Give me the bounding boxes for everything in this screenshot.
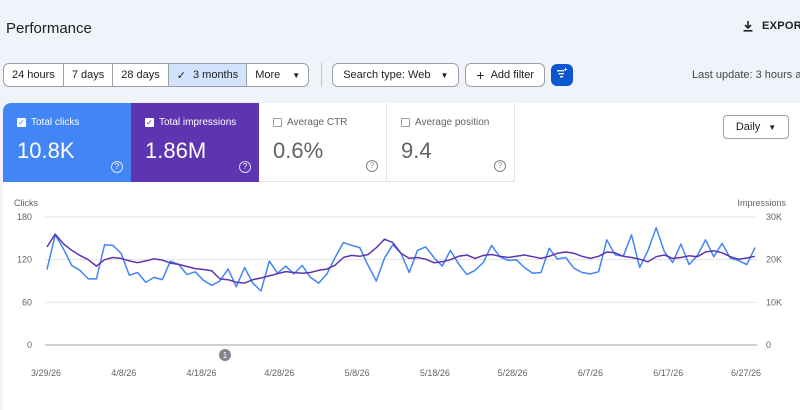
range-label: 28 days bbox=[121, 69, 160, 81]
last-update-text: Last update: 3 hours ago bbox=[692, 69, 800, 81]
add-filter-button[interactable]: + Add filter bbox=[465, 63, 545, 87]
metric-label: Total clicks bbox=[31, 117, 80, 128]
checkbox-unchecked-icon bbox=[401, 118, 410, 127]
check-icon: ✓ bbox=[176, 69, 186, 82]
x-tick-label: 5/28/26 bbox=[498, 368, 528, 378]
performance-card: ✓ Total clicks 10.8K ? ✓ Total impressions… bbox=[3, 103, 800, 410]
export-button[interactable]: EXPORT bbox=[742, 20, 800, 32]
x-tick-label: 4/18/26 bbox=[187, 368, 217, 378]
help-icon[interactable]: ? bbox=[111, 161, 123, 173]
filter-bar: 24 hours 7 days 28 days ✓ 3 months More … bbox=[3, 63, 573, 87]
x-tick-label: 3/29/26 bbox=[31, 368, 61, 378]
caret-down-icon: ▼ bbox=[768, 122, 777, 132]
granularity-label: Daily bbox=[735, 121, 761, 133]
left-tick-label: 60 bbox=[22, 297, 32, 307]
caret-down-icon: ▼ bbox=[292, 70, 301, 80]
range-label: 7 days bbox=[71, 69, 105, 81]
right-tick-label: 30K bbox=[766, 212, 782, 222]
impressions-series-line bbox=[46, 233, 756, 284]
help-icon[interactable]: ? bbox=[239, 161, 251, 173]
checkbox-unchecked-icon bbox=[273, 118, 282, 127]
search-type-label: Search type: Web bbox=[343, 69, 431, 81]
annotation-label: 1 bbox=[223, 351, 228, 360]
range-label: 24 hours bbox=[12, 69, 55, 81]
date-range-selector: 24 hours 7 days 28 days ✓ 3 months More … bbox=[3, 63, 310, 87]
performance-chart[interactable]: Clicks Impressions 0 0 60 10K 120 20K 180 30K 3/29… bbox=[3, 103, 800, 410]
left-tick-label: 180 bbox=[17, 212, 32, 222]
left-tick-label: 0 bbox=[27, 340, 32, 350]
metric-value: 9.4 bbox=[401, 138, 432, 163]
metric-value: 0.6% bbox=[273, 138, 324, 163]
help-icon[interactable]: ? bbox=[366, 160, 378, 172]
download-icon bbox=[742, 20, 754, 32]
metric-label: Average position bbox=[415, 117, 490, 128]
export-label: EXPORT bbox=[762, 20, 800, 32]
x-tick-label: 5/8/26 bbox=[345, 368, 370, 378]
metric-value: 10.8K bbox=[17, 138, 75, 163]
x-tick-label: 4/28/26 bbox=[264, 368, 294, 378]
help-icon[interactable]: ? bbox=[494, 160, 506, 172]
range-28-days[interactable]: 28 days bbox=[113, 64, 169, 86]
metric-value: 1.86M bbox=[145, 138, 207, 163]
metric-average-ctr[interactable]: Average CTR 0.6% ? bbox=[259, 103, 387, 182]
divider bbox=[321, 63, 323, 87]
right-tick-label: 20K bbox=[766, 255, 782, 265]
left-axis-title: Clicks bbox=[14, 198, 38, 208]
right-tick-label: 10K bbox=[766, 297, 782, 307]
caret-down-icon: ▼ bbox=[440, 70, 449, 80]
range-24-hours[interactable]: 24 hours bbox=[4, 64, 64, 86]
page-title: Performance bbox=[6, 20, 92, 37]
granularity-dropdown[interactable]: Daily ▼ bbox=[723, 115, 789, 139]
filter-settings-button[interactable] bbox=[550, 64, 573, 86]
metric-average-position[interactable]: Average position 9.4 ? bbox=[387, 103, 515, 182]
left-tick-label: 120 bbox=[17, 255, 32, 265]
search-type-dropdown[interactable]: Search type: Web ▼ bbox=[332, 63, 460, 87]
annotation-marker bbox=[219, 349, 231, 361]
x-tick-label: 6/7/26 bbox=[578, 368, 603, 378]
x-tick-label: 5/18/26 bbox=[420, 368, 450, 378]
range-7-days[interactable]: 7 days bbox=[64, 64, 114, 86]
range-label: 3 months bbox=[192, 69, 239, 81]
right-tick-label: 0 bbox=[766, 340, 771, 350]
x-tick-label: 6/17/26 bbox=[653, 368, 683, 378]
add-filter-label: Add filter bbox=[490, 69, 534, 81]
range-3-months[interactable]: ✓ 3 months bbox=[168, 64, 248, 86]
metric-total-impressions[interactable]: ✓ Total impressions 1.86M ? bbox=[131, 103, 259, 182]
x-tick-label: 6/27/26 bbox=[731, 368, 761, 378]
metric-label: Average CTR bbox=[287, 117, 348, 128]
range-more-dropdown[interactable]: More ▼ bbox=[247, 64, 308, 86]
metric-label: Total impressions bbox=[159, 117, 237, 128]
metric-total-clicks[interactable]: ✓ Total clicks 10.8K ? bbox=[3, 103, 131, 182]
plus-icon: + bbox=[476, 67, 485, 83]
x-tick-label: 4/8/26 bbox=[111, 368, 136, 378]
checkbox-checked-icon: ✓ bbox=[145, 117, 154, 127]
checkbox-checked-icon: ✓ bbox=[17, 117, 26, 127]
right-axis-title: Impressions bbox=[737, 198, 786, 208]
range-label: More bbox=[255, 69, 281, 81]
filter-sparkle-icon bbox=[556, 66, 568, 84]
